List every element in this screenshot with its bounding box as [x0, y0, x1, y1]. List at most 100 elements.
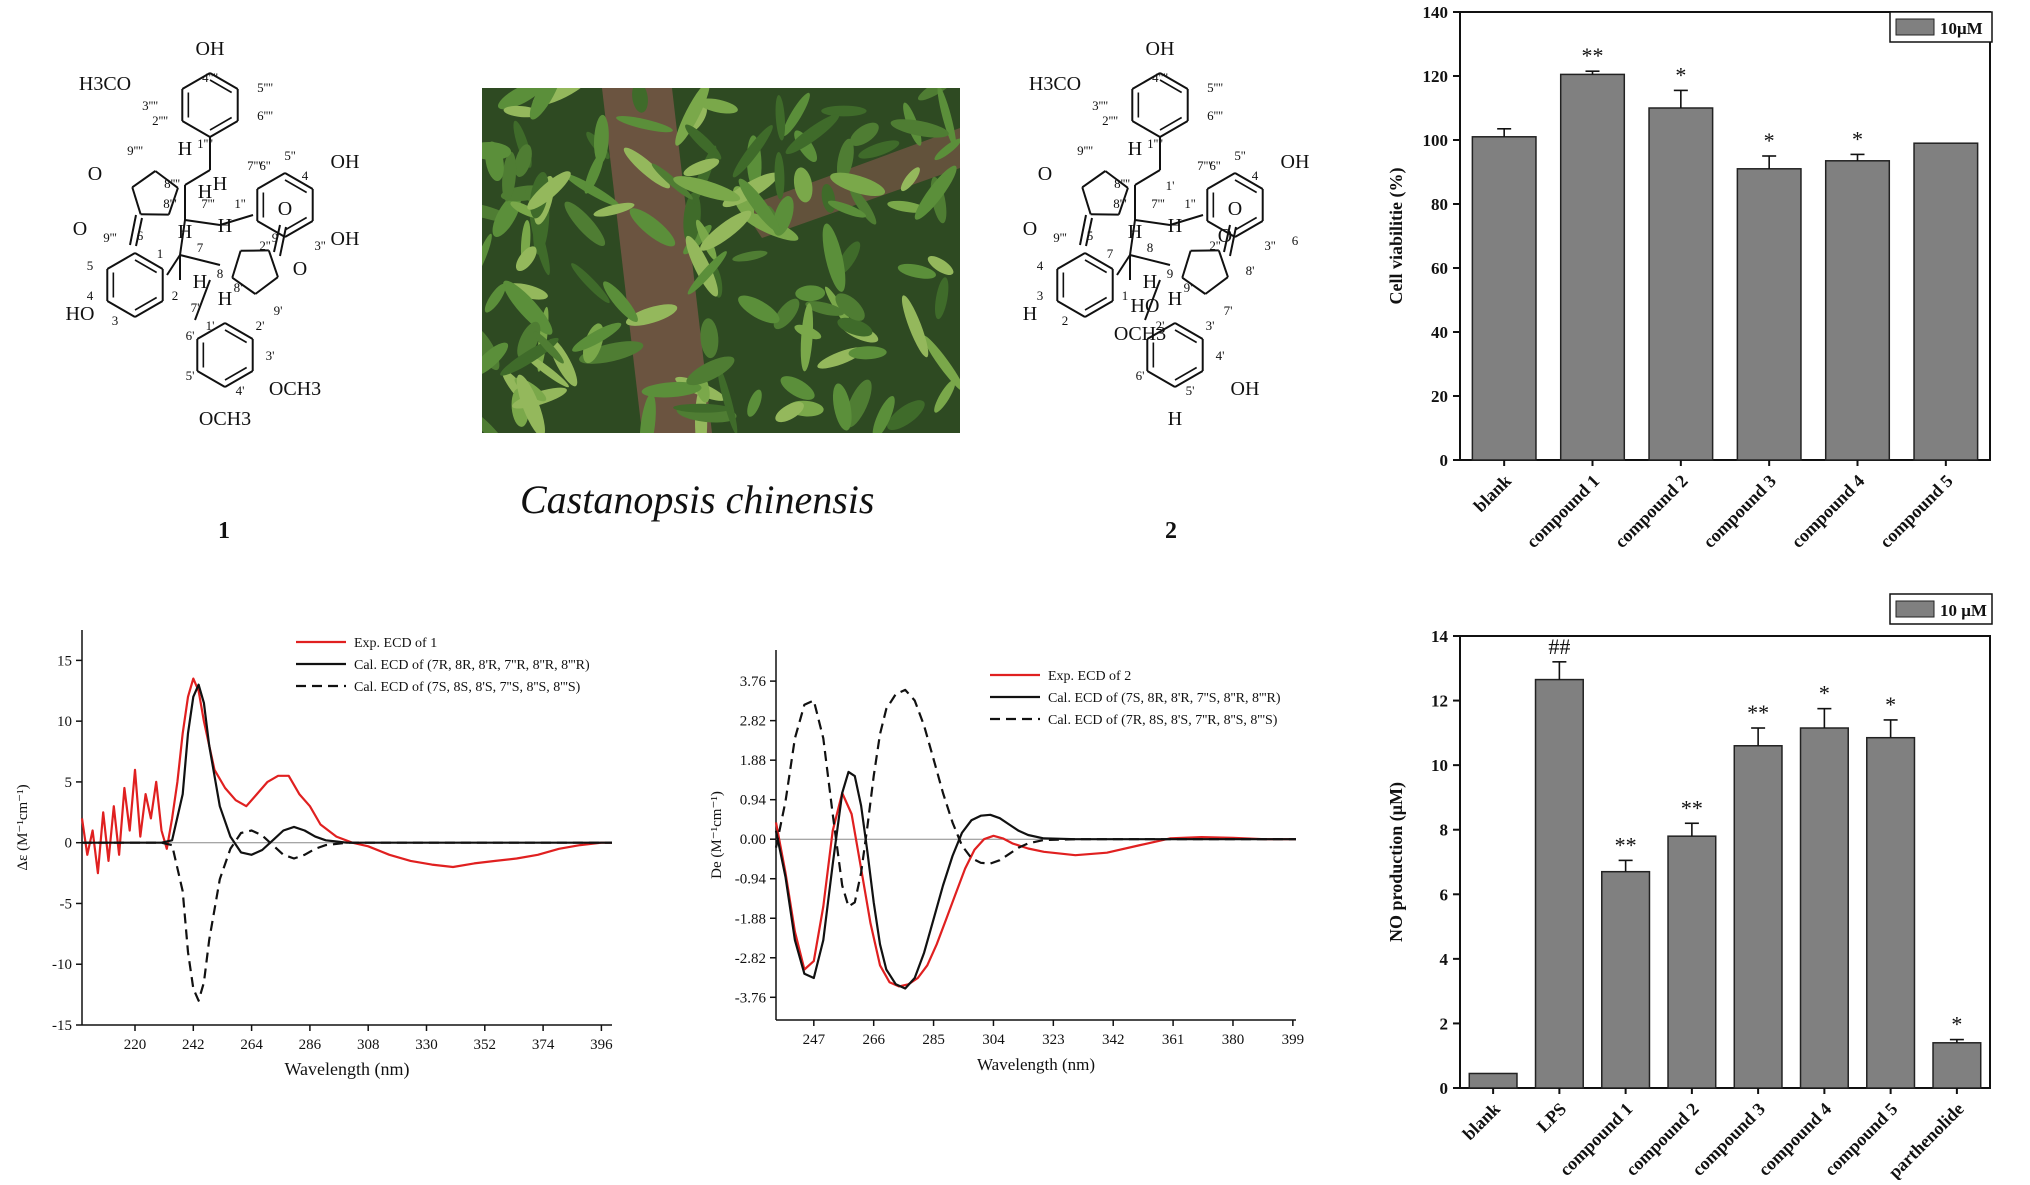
bond	[285, 173, 313, 189]
atom-label: H	[178, 221, 192, 243]
x-tick-label: 247	[803, 1032, 826, 1048]
atom-label: HO	[66, 303, 95, 325]
bond	[1147, 371, 1175, 387]
atom-label: 3'	[266, 348, 275, 363]
bar	[1734, 746, 1782, 1088]
bond	[269, 250, 278, 277]
atom-label: 1	[157, 246, 164, 261]
atom-label: H	[1128, 138, 1142, 160]
y-tick-label: 3.76	[740, 674, 767, 690]
y-tick-label: -3.76	[735, 990, 767, 1006]
x-tick-label: compound 3	[1699, 471, 1780, 552]
atom-label: 8'	[234, 280, 243, 295]
bond	[167, 255, 180, 275]
bond	[1182, 251, 1190, 278]
y-tick-label: -10	[52, 957, 72, 973]
bar	[1737, 169, 1801, 460]
significance-mark: **	[1681, 795, 1703, 820]
bond	[135, 260, 157, 273]
legend-label: Cal. ECD of (7R, 8R, 8'R, 7''R, 8''R, 8'…	[354, 658, 590, 673]
bar	[1469, 1073, 1517, 1088]
bond	[1117, 255, 1130, 275]
y-tick-label: -1.88	[735, 911, 766, 927]
x-tick-label: 342	[1102, 1032, 1125, 1048]
atom-label: 7'	[191, 300, 200, 315]
atom-label: OH	[1281, 151, 1310, 173]
y-tick-label: 80	[1431, 195, 1448, 214]
x-tick-label: 242	[182, 1037, 205, 1053]
atom-label: HO	[1131, 295, 1160, 317]
atom-label: O	[88, 163, 102, 185]
series-line	[776, 793, 1296, 986]
compound-1-label: 1	[218, 518, 230, 545]
x-tick-label: blank	[1459, 1099, 1504, 1144]
y-tick-label: 140	[1423, 3, 1449, 22]
significance-mark: ##	[1548, 634, 1570, 659]
x-tick-label: 352	[474, 1037, 497, 1053]
atom-label: 6'	[186, 328, 195, 343]
y-tick-label: 2	[1440, 1014, 1449, 1033]
bar	[1536, 680, 1584, 1088]
x-tick-label: 330	[415, 1037, 438, 1053]
bar	[1472, 137, 1536, 460]
legend-label: 10 μM	[1940, 601, 1987, 620]
y-tick-label: 100	[1423, 131, 1449, 150]
bond	[1207, 173, 1235, 189]
atom-label: 4'	[236, 383, 245, 398]
chemical-structure-2: OHH3CO3''''4''''5''''6''''2''''1''''9'''…	[1010, 20, 1370, 540]
x-axis-label: Wavelength (nm)	[977, 1055, 1095, 1074]
significance-mark: **	[1747, 700, 1769, 725]
atom-label: 7	[197, 240, 204, 255]
atom-label: 4''''	[202, 70, 218, 85]
x-axis-label: Wavelength (nm)	[284, 1059, 409, 1080]
atom-label: 8'''	[1113, 196, 1127, 211]
bond	[1175, 323, 1203, 339]
atom-label: OCH3	[1114, 323, 1166, 345]
bar	[1649, 108, 1713, 460]
bond	[257, 173, 285, 189]
bond	[1175, 330, 1197, 343]
y-tick-label: 60	[1431, 259, 1448, 278]
atom-label: 3''''	[1092, 98, 1108, 113]
bar	[1826, 161, 1890, 460]
x-tick-label: 323	[1042, 1032, 1065, 1048]
bond	[232, 251, 240, 278]
atom-label: H3CO	[79, 73, 131, 95]
atom-label: 1'	[206, 318, 215, 333]
y-axis-label: De (M⁻¹cm⁻¹)	[709, 791, 725, 879]
bond	[225, 330, 247, 343]
atom-label: 8''''	[1114, 176, 1130, 191]
y-tick-label: 15	[57, 653, 72, 669]
legend-label: 10μM	[1940, 19, 1983, 38]
atom-label: OH	[196, 38, 225, 60]
atom-label: OH	[331, 228, 360, 250]
bond	[1130, 255, 1170, 265]
y-axis-label: NO production (μM)	[1386, 782, 1407, 942]
atom-label: 3'	[1206, 318, 1215, 333]
x-tick-label: compound 1	[1522, 471, 1603, 552]
x-tick-label: 399	[1282, 1032, 1305, 1048]
atom-label: 5''	[1234, 148, 1245, 163]
legend-label: Cal. ECD of (7R, 8S, 8'S, 7''R, 8''S, 8'…	[1048, 713, 1278, 728]
atom-label: H	[218, 215, 232, 237]
y-tick-label: 14	[1431, 627, 1449, 646]
ecd-chart-compound-2: -3.76-2.82-1.88-0.940.000.941.882.823.76…	[690, 630, 1330, 1090]
y-tick-label: -15	[52, 1018, 72, 1034]
bond	[130, 215, 136, 245]
significance-mark: *	[1819, 681, 1830, 706]
significance-mark: *	[1764, 128, 1775, 153]
atom-label: 4''''	[1152, 70, 1168, 85]
bond	[255, 277, 278, 294]
y-tick-label: -5	[60, 896, 73, 912]
atom-label: 9	[1167, 266, 1174, 281]
bond	[1175, 368, 1197, 381]
x-tick-label: 304	[982, 1032, 1005, 1048]
legend-label: Cal. ECD of (7S, 8R, 8'R, 7''S, 8''R, 8'…	[1048, 691, 1281, 706]
significance-mark: **	[1582, 43, 1604, 68]
y-tick-label: 40	[1431, 323, 1448, 342]
atom-label: 1''	[234, 196, 245, 211]
atom-label: 5'	[186, 368, 195, 383]
bond	[1085, 298, 1107, 311]
